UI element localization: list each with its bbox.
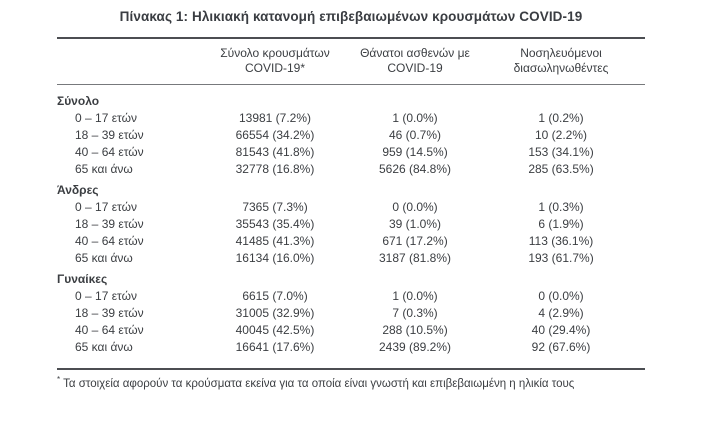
- table-header-row: Σύνολο κρουσμάτων COVID-19* Θάνατοι ασθε…: [57, 37, 645, 85]
- intubated-value: 153 (34.1%): [528, 145, 594, 159]
- intubated-value: 6 (1.9%): [538, 217, 584, 231]
- intubated-value: 0 (0.0%): [538, 289, 584, 303]
- intubated-value: 92 (67.6%): [531, 340, 591, 354]
- table-row: 40 – 64 ετών 41485 (41.3%) 671 (17.2%) 113 …: [57, 233, 645, 250]
- table-row: 18 – 39 ετών 35543 (35.4%) 39 (1.0%) 6 (1.9…: [57, 216, 645, 233]
- deaths-value: 2439 (89.2%): [378, 340, 452, 354]
- total-cases-value: 16134 (16.0%): [235, 251, 315, 265]
- age-group-label: 65 και άνω: [75, 251, 133, 265]
- table-body: Σύνολο 0 – 17 ετών 13981 (7.2%) 1 (0.0%) 1 (…: [57, 85, 645, 368]
- age-group-label: 18 – 39 ετών: [75, 306, 144, 320]
- header-deaths-line1: Θάνατοι ασθενών με: [360, 46, 470, 60]
- total-cases-value: 66554 (34.2%): [235, 128, 315, 142]
- header-total-cases-line2: COVID-19*: [244, 61, 306, 75]
- table-row: 0 – 17 ετών 6615 (7.0%) 1 (0.0%) 0 (0.0%): [57, 288, 645, 305]
- total-cases-value: 40045 (42.5%): [235, 323, 315, 337]
- intubated-value: 113 (36.1%): [528, 234, 594, 248]
- age-group-label: 65 και άνω: [75, 162, 133, 176]
- deaths-value: 671 (17.2%): [382, 234, 448, 248]
- table-title: Πίνακας 1: Ηλικιακή κατανομή επιβεβαιωμέ…: [119, 9, 583, 24]
- header-intubated-line2: διασωληνωθέντες: [513, 61, 609, 75]
- intubated-value: 40 (29.4%): [531, 323, 591, 337]
- header-deaths: Θάνατοι ασθενών με COVID-19: [353, 46, 477, 76]
- footnote-text: Τα στοιχεία αφορούν τα κρούσματα εκείνα …: [63, 377, 575, 390]
- table-footnote: * Τα στοιχεία αφορούν τα κρούσματα εκείνα…: [57, 368, 645, 390]
- total-cases-value: 31005 (32.9%): [235, 306, 315, 320]
- total-cases-value: 7365 (7.3%): [242, 200, 308, 214]
- table-row: 18 – 39 ετών 66554 (34.2%) 46 (0.7%) 10 (2.…: [57, 127, 645, 144]
- total-cases-value: 13981 (7.2%): [238, 111, 312, 125]
- table-row: 40 – 64 ετών 40045 (42.5%) 288 (10.5%) 40 (…: [57, 322, 645, 339]
- age-group-label: 18 – 39 ετών: [75, 217, 144, 231]
- table-row: 0 – 17 ετών 7365 (7.3%) 0 (0.0%) 1 (0.3%): [57, 199, 645, 216]
- total-cases-value: 16641 (17.6%): [235, 340, 315, 354]
- header-total-cases: Σύνολο κρουσμάτων COVID-19*: [197, 46, 353, 76]
- header-intubated: Νοσηλευόμενοι διασωληνωθέντες: [477, 46, 645, 76]
- table-row: 65 και άνω 32778 (16.8%) 5626 (84.8%) 285 (…: [57, 161, 645, 178]
- total-cases-value: 41485 (41.3%): [235, 234, 315, 248]
- deaths-value: 46 (0.7%): [388, 128, 442, 142]
- header-total-cases-line1: Σύνολο κρουσμάτων: [220, 46, 330, 60]
- deaths-value: 5626 (84.8%): [378, 162, 452, 176]
- total-cases-value: 32778 (16.8%): [235, 162, 315, 176]
- intubated-value: 285 (63.5%): [528, 162, 594, 176]
- header-intubated-line1: Νοσηλευόμενοι: [520, 46, 602, 60]
- table-row: 18 – 39 ετών 31005 (32.9%) 7 (0.3%) 4 (2.9%…: [57, 305, 645, 322]
- intubated-value: 10 (2.2%): [534, 128, 588, 142]
- intubated-value: 193 (61.7%): [528, 251, 594, 265]
- age-group-label: 40 – 64 ετών: [75, 323, 144, 337]
- age-group-label: 18 – 39 ετών: [75, 128, 144, 142]
- table-row: 40 – 64 ετών 81543 (41.8%) 959 (14.5%) 153 …: [57, 144, 645, 161]
- table-row: 65 και άνω 16641 (17.6%) 2439 (89.2%) 92 (6…: [57, 339, 645, 356]
- deaths-value: 1 (0.0%): [392, 111, 438, 125]
- age-group-label: 40 – 64 ετών: [75, 145, 144, 159]
- total-cases-value: 81543 (41.8%): [235, 145, 315, 159]
- intubated-value: 1 (0.3%): [538, 200, 584, 214]
- footnote-asterisk-marker: *: [57, 375, 61, 384]
- intubated-value: 4 (2.9%): [538, 306, 584, 320]
- covid-age-distribution-table: Σύνολο κρουσμάτων COVID-19* Θάνατοι ασθε…: [57, 37, 645, 390]
- deaths-value: 288 (10.5%): [382, 323, 448, 337]
- age-group-label: 40 – 64 ετών: [75, 234, 144, 248]
- header-row-label-column: [57, 46, 197, 76]
- age-group-label: 0 – 17 ετών: [75, 289, 137, 303]
- deaths-value: 39 (1.0%): [388, 217, 442, 231]
- age-group-label: 65 και άνω: [75, 340, 133, 354]
- intubated-value: 1 (0.2%): [538, 111, 584, 125]
- deaths-value: 7 (0.3%): [392, 306, 438, 320]
- deaths-value: 959 (14.5%): [382, 145, 448, 159]
- section-header: Γυναίκες: [57, 272, 108, 286]
- total-cases-value: 6615 (7.0%): [242, 289, 308, 303]
- age-group-label: 0 – 17 ετών: [75, 200, 137, 214]
- table-row: 65 και άνω 16134 (16.0%) 3187 (81.8%) 193 (…: [57, 250, 645, 267]
- section-header: Άνδρες: [57, 183, 99, 197]
- section-header: Σύνολο: [57, 94, 100, 108]
- age-group-label: 0 – 17 ετών: [75, 111, 137, 125]
- deaths-value: 0 (0.0%): [392, 200, 438, 214]
- deaths-value: 3187 (81.8%): [378, 251, 452, 265]
- deaths-value: 1 (0.0%): [392, 289, 438, 303]
- table-row: 0 – 17 ετών 13981 (7.2%) 1 (0.0%) 1 (0.2%): [57, 110, 645, 127]
- total-cases-value: 35543 (35.4%): [235, 217, 315, 231]
- header-deaths-line2: COVID-19: [387, 61, 443, 75]
